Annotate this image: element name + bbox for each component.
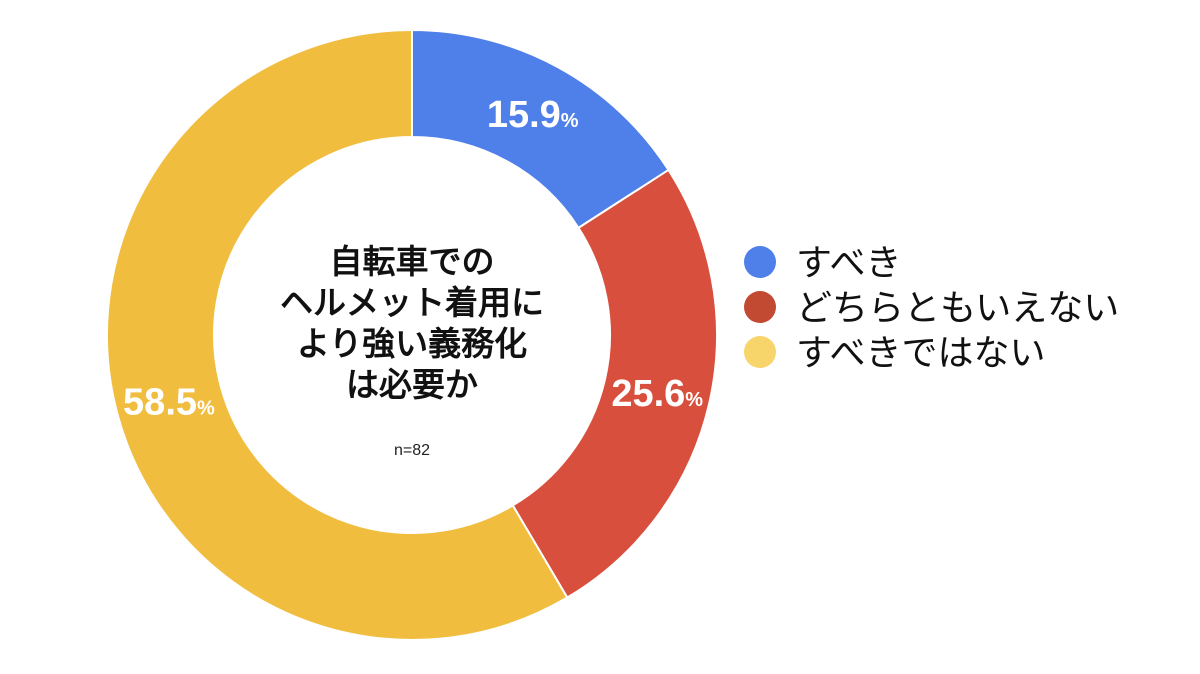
center-title-group: 自転車での ヘルメット着用に より強い義務化 は必要か n=82 bbox=[280, 242, 544, 459]
chart-title-line-3: より強い義務化 bbox=[297, 324, 527, 363]
legend-swatch-2 bbox=[744, 291, 776, 323]
legend-label-3: すべきではない bbox=[796, 333, 1045, 374]
legend-swatch-3 bbox=[744, 336, 776, 368]
chart-title-line-4: は必要か bbox=[346, 365, 478, 404]
chart-title-line-2: ヘルメット着用に bbox=[280, 283, 544, 322]
legend-label-2: どちらともいえない bbox=[796, 288, 1119, 329]
legend-swatch-1 bbox=[744, 246, 776, 278]
slices-group bbox=[106, 28, 718, 641]
legend-label-1: すべき bbox=[796, 243, 901, 284]
slice-value-label-1: 15.9% bbox=[487, 94, 579, 136]
sample-size: n=82 bbox=[394, 442, 430, 459]
slice-labels-group: 15.9% 25.6% 58.5% bbox=[123, 94, 703, 424]
pie-slice-2 bbox=[511, 168, 718, 599]
chart-title-line-1: 自転車での bbox=[330, 242, 495, 281]
slice-value-label-3: 58.5% bbox=[123, 381, 215, 423]
slice-value-label-2: 25.6% bbox=[611, 373, 703, 415]
pie-slice-3 bbox=[106, 28, 569, 641]
